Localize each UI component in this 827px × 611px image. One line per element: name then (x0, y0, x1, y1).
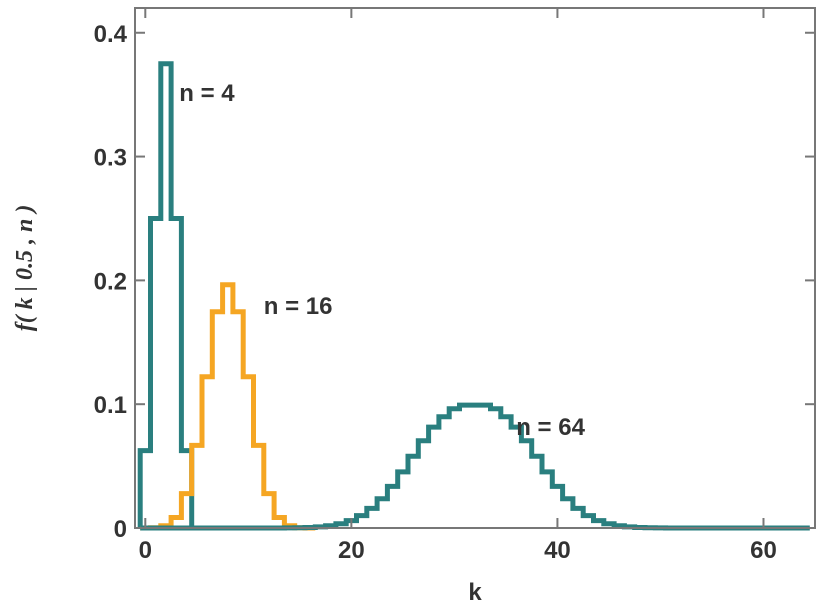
x-tick-label: 0 (139, 537, 152, 564)
y-axis-label: f( k | 0.5 , n ) (12, 205, 38, 332)
x-tick-label: 20 (338, 537, 365, 564)
series-layer (137, 61, 810, 531)
labels-layer: 0 20 40 60 0 0.1 0.2 0.3 0.4 n = 4 n = 16 n = 64 (94, 21, 777, 564)
y-tick-label: 0.3 (94, 145, 127, 172)
series-line-n-16 (140, 282, 316, 531)
y-tick-label: 0.1 (94, 392, 127, 419)
x-tick-label: 60 (750, 537, 777, 564)
series-annotation: n = 16 (264, 293, 333, 320)
x-tick-label: 40 (544, 537, 571, 564)
y-tick-label: 0.4 (94, 21, 128, 48)
series-annotation: n = 4 (179, 80, 235, 107)
y-tick-label: 0.2 (94, 268, 127, 295)
ticks-layer (135, 8, 815, 529)
series-line-n-64 (140, 402, 810, 531)
series-annotation: n = 64 (516, 414, 585, 441)
plot-frame (134, 7, 816, 529)
x-axis-label: k (468, 579, 482, 606)
y-tick-label: 0 (114, 516, 127, 543)
series-line-n-4 (137, 61, 195, 528)
